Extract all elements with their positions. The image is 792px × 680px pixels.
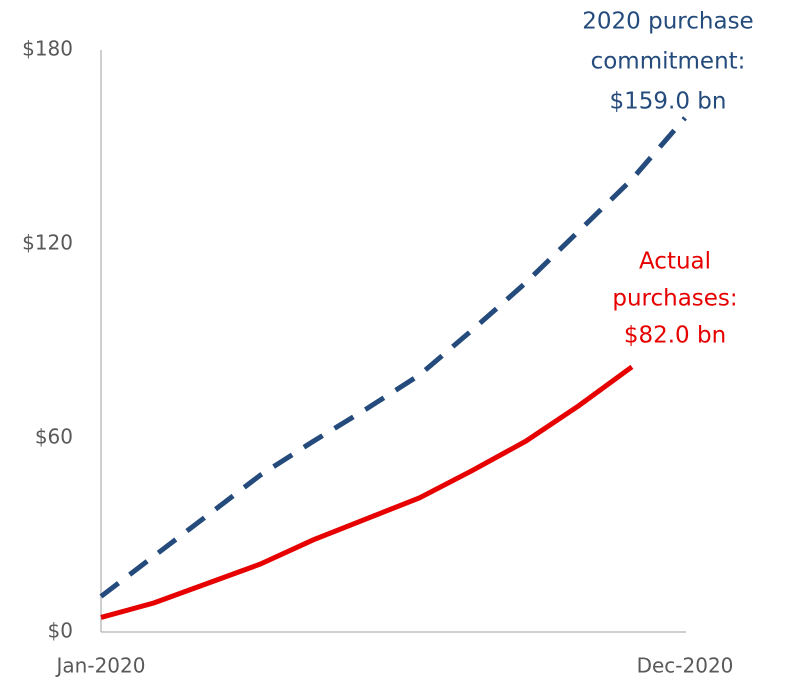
x-tick-label: Dec-2020 <box>637 654 734 678</box>
x-tick-label: Jan-2020 <box>55 654 146 678</box>
y-tick-label: $180 <box>22 37 73 61</box>
annotation: purchases: <box>612 286 737 312</box>
y-tick-label: $120 <box>22 231 73 255</box>
annotation: 2020 purchase <box>582 9 753 35</box>
series-line <box>100 364 634 620</box>
annotation: $82.0 bn <box>624 323 726 349</box>
y-tick-label: $60 <box>35 425 73 449</box>
annotation: $159.0 bn <box>610 89 727 115</box>
annotation: Actual <box>639 249 711 275</box>
series-line <box>99 116 687 599</box>
y-tick-label: $0 <box>48 619 73 643</box>
annotation: commitment: <box>591 49 746 75</box>
